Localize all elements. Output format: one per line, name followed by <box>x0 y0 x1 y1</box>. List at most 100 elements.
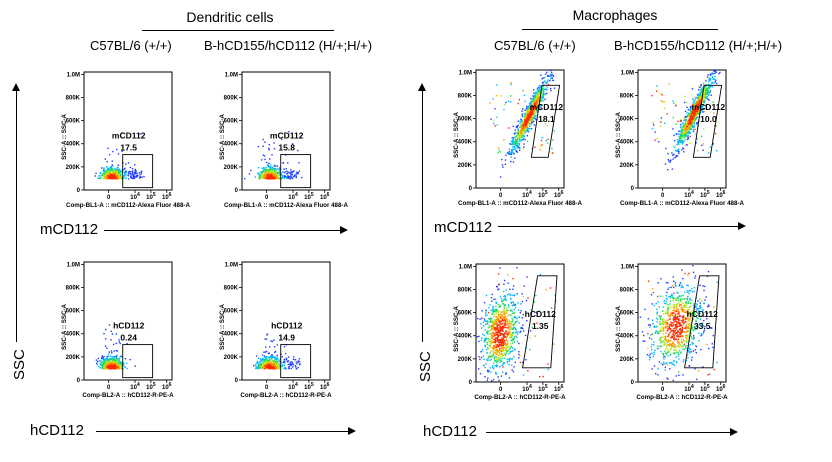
scatter-point <box>486 330 489 332</box>
mac-col-header-wildtype: C57BL/6 (+/+) <box>494 38 576 53</box>
scatter-point <box>516 132 519 135</box>
scatter-point <box>112 363 115 365</box>
scatter-point <box>106 356 108 358</box>
scatter-point <box>709 146 711 148</box>
scatter-point <box>693 126 695 128</box>
scatter-point <box>274 363 276 365</box>
scatter-point <box>494 327 496 329</box>
scatter-point <box>94 175 96 177</box>
scatter-point <box>510 95 512 97</box>
scatter-point <box>292 363 294 365</box>
scatter-point <box>696 123 698 125</box>
scatter-point <box>508 345 510 348</box>
x-tick-label: 106 <box>162 192 172 201</box>
scatter-point <box>674 157 676 159</box>
scatter-point <box>497 336 499 338</box>
scatter-point <box>529 349 531 351</box>
scatter-point <box>278 363 280 365</box>
scatter-point <box>115 355 117 358</box>
scatter-point <box>667 342 669 344</box>
scatter-point <box>520 327 523 329</box>
scatter-point <box>684 128 686 131</box>
scatter-point <box>101 174 103 177</box>
scatter-point <box>707 94 710 96</box>
dc-ssc-label: SSC <box>11 349 28 380</box>
scatter-point <box>541 78 543 80</box>
scatter-point <box>118 174 120 176</box>
scatter-point <box>544 77 546 79</box>
y-tick-label: 200K <box>458 163 473 169</box>
scatter-point <box>117 364 119 367</box>
scatter-point <box>291 143 294 145</box>
scatter-point <box>478 335 480 338</box>
scatter-point <box>503 309 505 312</box>
scatter-point <box>128 172 130 175</box>
scatter-point <box>271 356 273 359</box>
scatter-point <box>671 285 674 287</box>
x-axis-title: Comp-BL1-A :: mCD112-Alexa Fluor 488-A <box>620 200 744 207</box>
scatter-point <box>542 95 544 97</box>
scatter-point <box>122 364 125 366</box>
y-tick-label: 1.0M <box>459 264 472 270</box>
scatter-point <box>527 105 530 107</box>
x-tick-label: 106 <box>320 192 330 201</box>
y-tick-label: 1.0M <box>621 70 634 76</box>
scatter-point <box>534 146 536 148</box>
scatter-point <box>528 108 531 110</box>
scatter-point <box>489 318 492 320</box>
scatter-point <box>679 136 681 138</box>
scatter-point <box>526 320 528 322</box>
scatter-point <box>504 159 507 161</box>
scatter-point <box>535 102 538 104</box>
scatter-point <box>253 364 255 367</box>
scatter-point <box>298 162 300 164</box>
scatter-point <box>685 339 687 342</box>
scatter-point <box>105 366 108 369</box>
scatter-point <box>681 311 683 313</box>
scatter-point <box>526 108 528 110</box>
scatter-point <box>680 303 682 306</box>
scatter-point <box>270 366 273 369</box>
scatter-point <box>690 120 693 122</box>
scatter-point <box>124 176 126 178</box>
scatter-point <box>514 148 517 150</box>
scatter-point <box>705 88 707 90</box>
scatter-point <box>286 176 288 178</box>
scatter-point <box>256 362 258 364</box>
scatter-point <box>111 160 113 162</box>
scatter-point <box>495 313 497 315</box>
scatter-point <box>667 152 669 155</box>
scatter-point <box>273 165 276 167</box>
scatter-point <box>711 76 713 78</box>
scatter-point <box>531 111 533 113</box>
scatter-point <box>680 126 682 128</box>
scatter-point <box>705 84 707 86</box>
scatter-point <box>266 367 269 369</box>
scatter-point <box>672 128 674 130</box>
scatter-point <box>276 354 278 357</box>
scatter-point <box>536 91 538 93</box>
y-tick-label: 0 <box>77 188 81 194</box>
scatter-point <box>108 358 111 360</box>
scatter-point <box>510 302 513 304</box>
scatter-point <box>288 176 290 178</box>
scatter-point <box>696 313 699 315</box>
scatter-point <box>104 158 106 160</box>
scatter-point <box>662 336 664 338</box>
scatter-point <box>505 289 507 291</box>
scatter-point <box>101 355 103 357</box>
scatter-point <box>495 364 497 366</box>
scatter-point <box>103 364 106 366</box>
scatter-point <box>523 126 526 129</box>
scatter-point <box>501 158 503 161</box>
scatter-point <box>513 366 515 368</box>
scatter-point <box>679 325 681 327</box>
scatter-point <box>667 311 669 313</box>
scatter-point <box>511 328 513 330</box>
scatter-point <box>523 136 525 138</box>
scatter-point <box>472 353 473 354</box>
scatter-point <box>709 74 712 76</box>
scatter-point <box>681 126 684 128</box>
scatter-point <box>553 87 556 89</box>
scatter-point <box>509 143 511 145</box>
